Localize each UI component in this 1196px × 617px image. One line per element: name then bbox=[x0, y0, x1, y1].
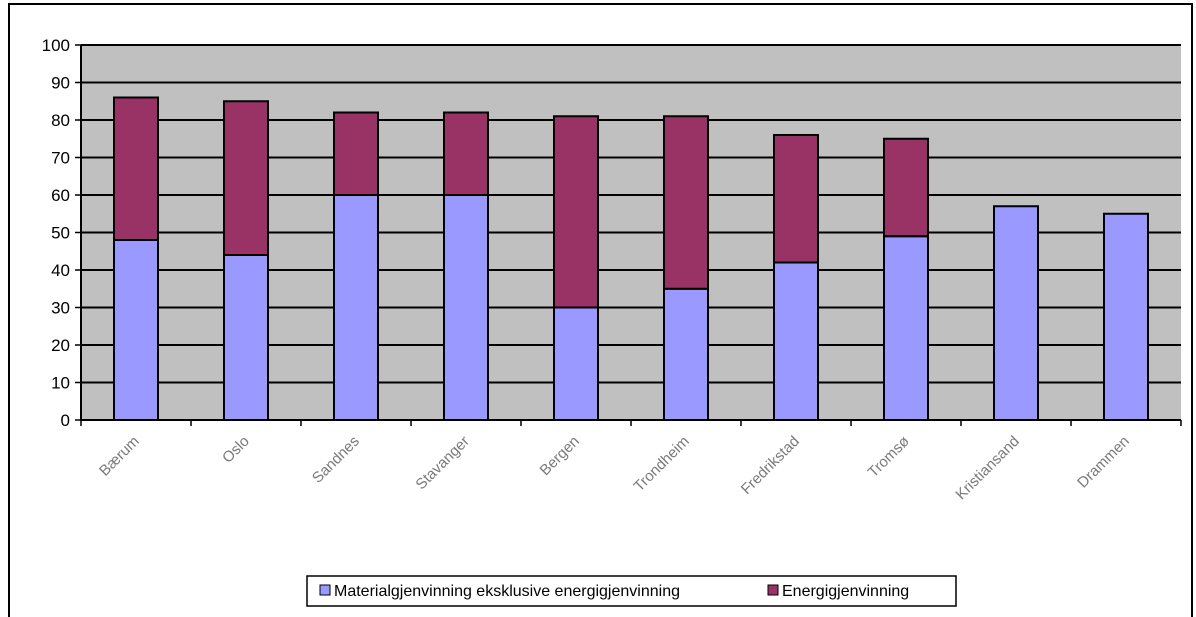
legend-box bbox=[306, 575, 957, 607]
x-tick-label: Bærum bbox=[96, 433, 143, 480]
x-tick-label: Sandnes bbox=[309, 433, 363, 487]
bar-segment-energy bbox=[773, 134, 819, 264]
bar-segment-material bbox=[443, 194, 489, 421]
x-tick-label: Oslo bbox=[219, 433, 253, 467]
bar-segment-energy bbox=[333, 111, 379, 196]
bar-segment-energy bbox=[553, 115, 599, 309]
bar-segment-material bbox=[1103, 212, 1149, 421]
y-tick-label: 40 bbox=[51, 261, 70, 280]
y-tick-label: 10 bbox=[51, 374, 70, 393]
y-tick-label: 50 bbox=[51, 224, 70, 243]
x-tick-label: Stavanger bbox=[412, 433, 472, 493]
y-tick-label: 70 bbox=[51, 149, 70, 168]
bar-segment-material bbox=[663, 287, 709, 421]
bar-segment-material bbox=[773, 261, 819, 421]
bar-segment-energy bbox=[663, 115, 709, 290]
bar-segment-energy bbox=[223, 100, 269, 256]
x-tick-label: Bergen bbox=[537, 433, 583, 479]
x-tick-label: Kristiansand bbox=[952, 433, 1022, 503]
y-tick-label: 20 bbox=[51, 336, 70, 355]
bar-segment-material bbox=[883, 235, 929, 421]
x-tick-label: Drammen bbox=[1074, 433, 1133, 492]
y-tick-label: 30 bbox=[51, 299, 70, 318]
y-tick-label: 100 bbox=[42, 36, 70, 55]
bar-segment-material bbox=[553, 306, 599, 421]
bar-segment-material bbox=[993, 205, 1039, 421]
y-tick-label: 0 bbox=[61, 411, 70, 430]
y-tick-label: 90 bbox=[51, 74, 70, 93]
y-tick-label: 60 bbox=[51, 186, 70, 205]
x-tick-label: Fredrikstad bbox=[738, 433, 803, 498]
bar-segment-energy bbox=[113, 96, 159, 241]
bar-segment-material bbox=[333, 194, 379, 421]
y-tick-label: 80 bbox=[51, 111, 70, 130]
legend-swatch bbox=[767, 584, 779, 596]
chart-frame bbox=[8, 3, 1193, 617]
x-tick-label: Tromsø bbox=[865, 433, 913, 481]
legend-swatch bbox=[319, 584, 331, 596]
bar-segment-energy bbox=[443, 111, 489, 196]
legend-label: Energigjenvinning bbox=[782, 583, 909, 600]
bar-segment-energy bbox=[883, 137, 929, 238]
x-tick-label: Trondheim bbox=[631, 433, 693, 495]
bar-segment-material bbox=[113, 239, 159, 421]
legend-label: Materialgjenvinning eksklusive energigje… bbox=[334, 583, 680, 600]
bar-segment-material bbox=[223, 254, 269, 421]
